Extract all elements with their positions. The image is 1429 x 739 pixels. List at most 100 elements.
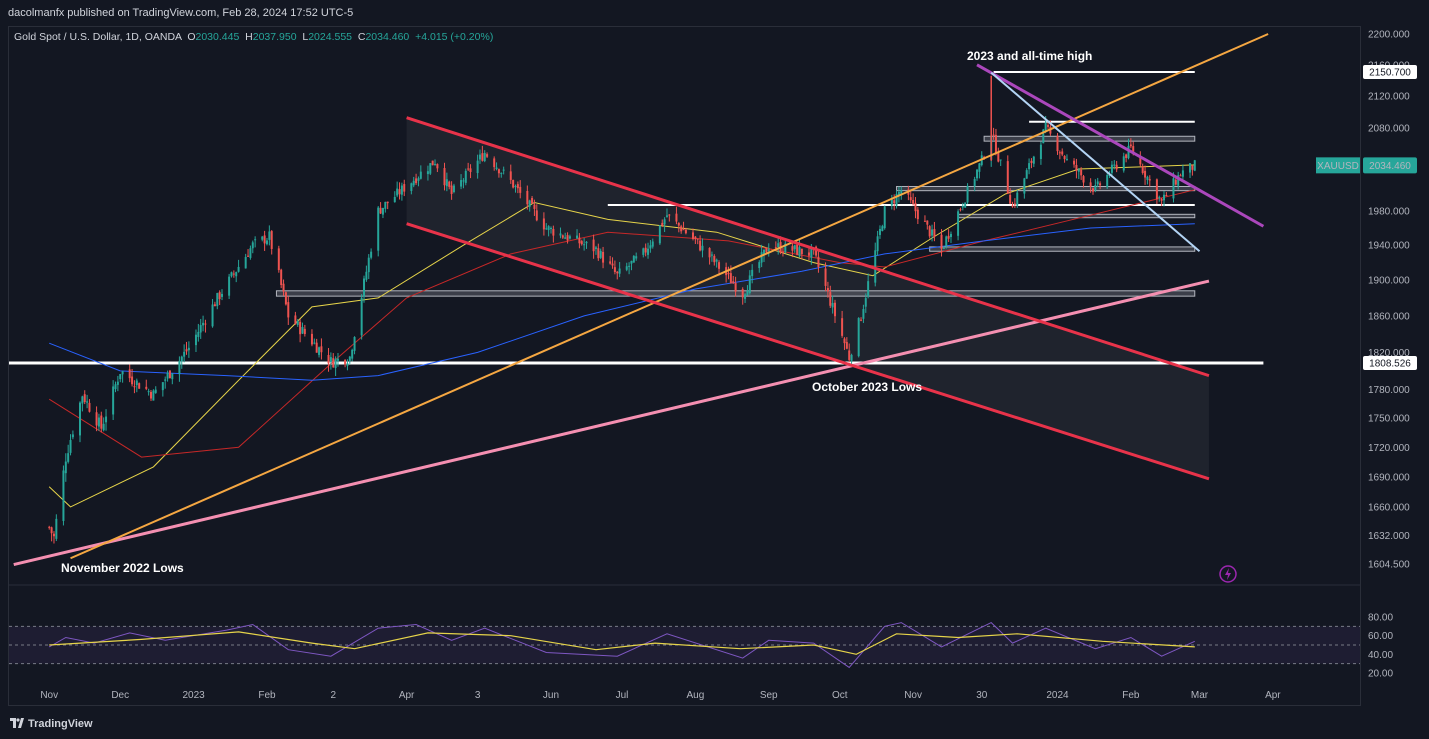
candle-body [180, 356, 183, 362]
lightning-icon-bolt [1225, 568, 1231, 580]
candle-body [320, 346, 323, 353]
candle-body [751, 269, 754, 277]
candle-body [1056, 135, 1059, 152]
candle-body [138, 383, 141, 389]
candle-body [1073, 160, 1076, 165]
candle-body [597, 248, 600, 259]
candle-body [594, 247, 597, 249]
candle-body [476, 160, 479, 174]
candle-body [791, 246, 794, 251]
candle-body [684, 229, 687, 234]
candle-body [718, 262, 721, 269]
candle-body [677, 222, 680, 226]
candle-body [895, 193, 898, 206]
candle-body [393, 196, 396, 203]
candle-body [512, 180, 515, 188]
candle-body [713, 255, 716, 263]
candle-body [1174, 179, 1177, 185]
channel-shading [406, 117, 1209, 479]
candle-body [1063, 155, 1066, 160]
candle-body [171, 373, 174, 380]
candle-body [784, 243, 787, 253]
candle-body [386, 201, 389, 204]
candle-body [961, 206, 964, 208]
time-tick-label: Mar [1191, 690, 1209, 701]
time-tick-label: 30 [976, 690, 988, 701]
candle-body [1127, 145, 1130, 159]
price-tick-label: 1980.000 [1368, 206, 1410, 217]
candle-body [732, 281, 735, 284]
candle-body [824, 268, 827, 286]
moving-average-1 [48, 164, 1195, 508]
candle-body [1028, 163, 1031, 170]
candle-body [883, 206, 886, 229]
candle-body [83, 394, 86, 403]
candle-body [353, 337, 356, 351]
candle-body [1148, 179, 1151, 181]
channel-upper-line [406, 116, 1210, 378]
candle-body [500, 172, 503, 174]
candle-body [1158, 196, 1161, 198]
candle-body [452, 185, 455, 192]
symbol-legend: Gold Spot / U.S. Dollar, 1D, OANDA O2030… [14, 31, 493, 43]
candle-body [1160, 198, 1163, 201]
chart-frame [8, 26, 1361, 706]
price-tick-label: 2080.000 [1368, 124, 1410, 135]
candle-body [1162, 194, 1165, 201]
candle-body [850, 354, 853, 361]
candle-body [268, 231, 271, 240]
candle-body [542, 218, 545, 230]
candle-body [625, 266, 628, 270]
candle-body [1006, 161, 1009, 194]
last-price-symbol-tag [1316, 157, 1360, 174]
candle-body [1016, 192, 1019, 206]
high-label: H [245, 31, 253, 43]
rsi-tick-label: 20.00 [1368, 669, 1393, 680]
candle-body [1096, 181, 1099, 185]
candle-body [1058, 152, 1061, 154]
candle-body [194, 334, 197, 346]
candle-body [978, 163, 981, 172]
candle-body [232, 273, 235, 275]
candle-body [1110, 164, 1113, 173]
candle-body [235, 272, 238, 277]
candle-body [1061, 151, 1064, 155]
candle-body [890, 198, 893, 206]
price-tick-label: 1720.000 [1368, 443, 1410, 454]
candle-body [949, 233, 952, 238]
candle-body [299, 321, 302, 335]
candle-body [665, 215, 668, 217]
candle-body [729, 273, 732, 284]
candle-body [1108, 174, 1111, 176]
candle-body [412, 180, 415, 186]
candle-body [878, 228, 881, 235]
candle-body [365, 271, 368, 280]
candle-body [296, 321, 299, 325]
candle-body [916, 209, 919, 220]
lightning-icon[interactable] [1219, 565, 1237, 583]
annotation-november-lows: November 2022 Lows [61, 561, 184, 575]
price-tick-label: 1900.000 [1368, 276, 1410, 287]
candle-body [450, 185, 453, 194]
candle-body [564, 237, 567, 239]
candle-body [133, 386, 136, 388]
candle-body [928, 226, 931, 237]
tradingview-brand: TradingView [28, 718, 93, 730]
candle-body [460, 180, 463, 187]
descending-resistance-trendline [976, 63, 1265, 228]
candle-body [1177, 175, 1180, 186]
last-price-tag [1363, 157, 1417, 174]
candle-body [502, 169, 505, 171]
publish-info: dacolmanfx published on TradingView.com,… [8, 7, 354, 19]
candle-body [566, 235, 569, 241]
candle-body [746, 290, 749, 296]
tradingview-logo[interactable]: TradingView [10, 718, 93, 730]
candle-body [1141, 166, 1144, 173]
candle-body [327, 354, 330, 364]
candle-body [661, 222, 664, 226]
candle-body [419, 171, 422, 179]
candle-body [781, 252, 784, 254]
candle-body [204, 323, 207, 325]
candle-body [585, 241, 588, 244]
